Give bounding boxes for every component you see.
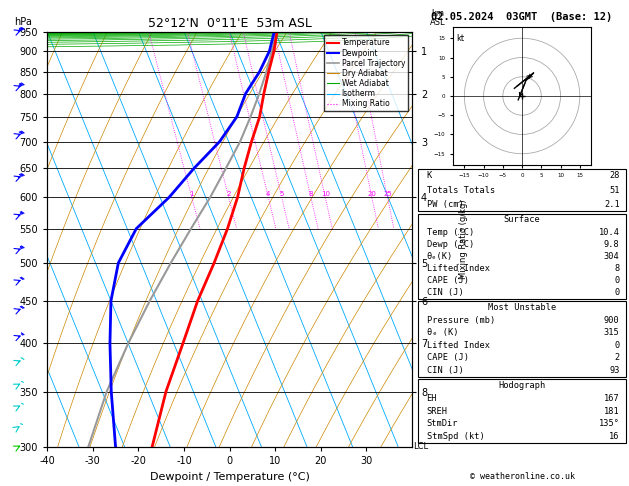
Text: © weatheronline.co.uk: © weatheronline.co.uk (470, 472, 574, 481)
Text: EH: EH (426, 394, 437, 403)
Text: 28: 28 (609, 171, 620, 180)
Text: 2: 2 (226, 191, 231, 197)
Text: θₑ (K): θₑ (K) (426, 328, 458, 337)
Text: Lifted Index: Lifted Index (426, 341, 489, 350)
Text: 10.4: 10.4 (599, 227, 620, 237)
Text: CAPE (J): CAPE (J) (426, 353, 469, 363)
Title: 52°12'N  0°11'E  53m ASL: 52°12'N 0°11'E 53m ASL (148, 17, 311, 31)
Text: θₑ(K): θₑ(K) (426, 252, 453, 261)
Text: Hodograph: Hodograph (498, 381, 546, 390)
Text: 2: 2 (615, 353, 620, 363)
Text: 181: 181 (604, 407, 620, 416)
Text: 9.8: 9.8 (604, 240, 620, 249)
Text: 304: 304 (604, 252, 620, 261)
Text: 5: 5 (279, 191, 284, 197)
Text: Most Unstable: Most Unstable (488, 303, 556, 312)
Text: 1: 1 (189, 191, 194, 197)
Text: Surface: Surface (504, 215, 540, 225)
Text: 8: 8 (615, 264, 620, 273)
Text: 0: 0 (615, 341, 620, 350)
Text: CIN (J): CIN (J) (426, 288, 464, 297)
Legend: Temperature, Dewpoint, Parcel Trajectory, Dry Adiabat, Wet Adiabat, Isotherm, Mi: Temperature, Dewpoint, Parcel Trajectory… (324, 35, 408, 111)
Text: 16: 16 (609, 433, 620, 441)
Text: 2.1: 2.1 (604, 200, 620, 209)
Text: 51: 51 (609, 186, 620, 194)
Text: 8: 8 (309, 191, 313, 197)
Text: StmSpd (kt): StmSpd (kt) (426, 433, 484, 441)
X-axis label: Dewpoint / Temperature (°C): Dewpoint / Temperature (°C) (150, 472, 309, 482)
Text: K: K (426, 171, 432, 180)
Text: Lifted Index: Lifted Index (426, 264, 489, 273)
Text: Temp (°C): Temp (°C) (426, 227, 474, 237)
Text: Pressure (mb): Pressure (mb) (426, 315, 495, 325)
Text: SREH: SREH (426, 407, 448, 416)
Text: hPa: hPa (14, 17, 32, 27)
Text: LCL: LCL (413, 442, 428, 451)
Text: Dewp (°C): Dewp (°C) (426, 240, 474, 249)
Text: CAPE (J): CAPE (J) (426, 276, 469, 285)
Text: 93: 93 (609, 366, 620, 375)
Text: PW (cm): PW (cm) (426, 200, 464, 209)
Text: 25: 25 (383, 191, 392, 197)
Text: StmDir: StmDir (426, 419, 458, 429)
Text: 02.05.2024  03GMT  (Base: 12): 02.05.2024 03GMT (Base: 12) (431, 12, 613, 22)
Text: 0: 0 (615, 288, 620, 297)
Text: CIN (J): CIN (J) (426, 366, 464, 375)
Text: kt: kt (457, 35, 465, 43)
Text: 10: 10 (321, 191, 330, 197)
Text: 135°: 135° (599, 419, 620, 429)
Text: 900: 900 (604, 315, 620, 325)
Text: Mixing Ratio (g/kg): Mixing Ratio (g/kg) (459, 200, 467, 279)
Text: 315: 315 (604, 328, 620, 337)
Text: 4: 4 (266, 191, 270, 197)
Text: 0: 0 (615, 276, 620, 285)
Text: Totals Totals: Totals Totals (426, 186, 495, 194)
Text: km
ASL: km ASL (430, 9, 445, 27)
Text: 167: 167 (604, 394, 620, 403)
Text: 20: 20 (367, 191, 376, 197)
